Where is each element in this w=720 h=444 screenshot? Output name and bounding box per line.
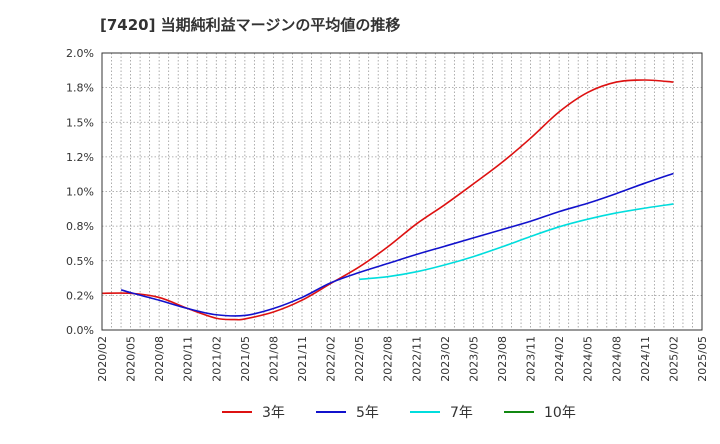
x-tick-label: 2021/05 (239, 336, 252, 382)
plot-border (101, 52, 703, 331)
x-tick-label: 2023/02 (439, 336, 452, 382)
x-tick-label: 2022/11 (410, 336, 423, 382)
y-tick-label: 0.2% (66, 289, 94, 302)
series-line-2 (359, 203, 674, 281)
x-tick-label: 2020/11 (182, 336, 195, 382)
x-tick-label: 2021/08 (267, 336, 280, 382)
legend-layer: 3年 5年 7年 10年 (222, 405, 576, 421)
series-line-1 (120, 172, 674, 317)
x-tick-label: 2024/11 (639, 336, 652, 382)
y-tick-label: 1.5% (66, 116, 94, 129)
x-tick-label: 2020/02 (96, 336, 109, 382)
chart-title: [7420] 当期純利益マージンの平均値の推移 (100, 16, 401, 34)
legend-label-0: 3年 (262, 405, 285, 421)
legend-label-3: 10年 (544, 405, 576, 421)
y-tick-label: 1.0% (66, 186, 94, 199)
axis-layer: 0.0% 0.2% 0.5% 0.8% 1.0% 1.2% 1.5% 1.8% 2.0% 2020… (66, 47, 709, 382)
x-tick-label: 2021/11 (296, 336, 309, 382)
series-line-0 (101, 79, 674, 321)
y-tick-label: 1.2% (66, 151, 94, 164)
x-tick-label: 2025/02 (667, 336, 680, 382)
x-tick-label: 2025/05 (696, 336, 709, 382)
plot-area (102, 53, 702, 330)
x-tick-label: 2023/08 (496, 336, 509, 382)
legend-label-2: 7年 (450, 405, 473, 421)
y-tick-label: 1.8% (66, 82, 94, 95)
y-tick-label: 2.0% (66, 47, 94, 60)
x-tick-label: 2022/05 (353, 336, 366, 382)
x-tick-label: 2022/08 (382, 336, 395, 382)
legend-label-1: 5年 (356, 405, 379, 421)
x-tick-label: 2020/08 (153, 336, 166, 382)
y-tick-label: 0.8% (66, 220, 94, 233)
x-tick-label: 2020/05 (125, 336, 138, 382)
grid-layer (102, 53, 702, 330)
x-tick-label: 2022/02 (325, 336, 338, 382)
series-layer (101, 79, 674, 321)
x-tick-label: 2021/02 (210, 336, 223, 382)
y-tick-label: 0.0% (66, 324, 94, 337)
y-tick-label: 0.5% (66, 255, 94, 268)
x-tick-label: 2023/05 (467, 336, 480, 382)
x-tick-label: 2023/11 (525, 336, 538, 382)
x-tick-label: 2024/05 (582, 336, 595, 382)
x-tick-label: 2024/08 (610, 336, 623, 382)
x-tick-label: 2024/02 (553, 336, 566, 382)
